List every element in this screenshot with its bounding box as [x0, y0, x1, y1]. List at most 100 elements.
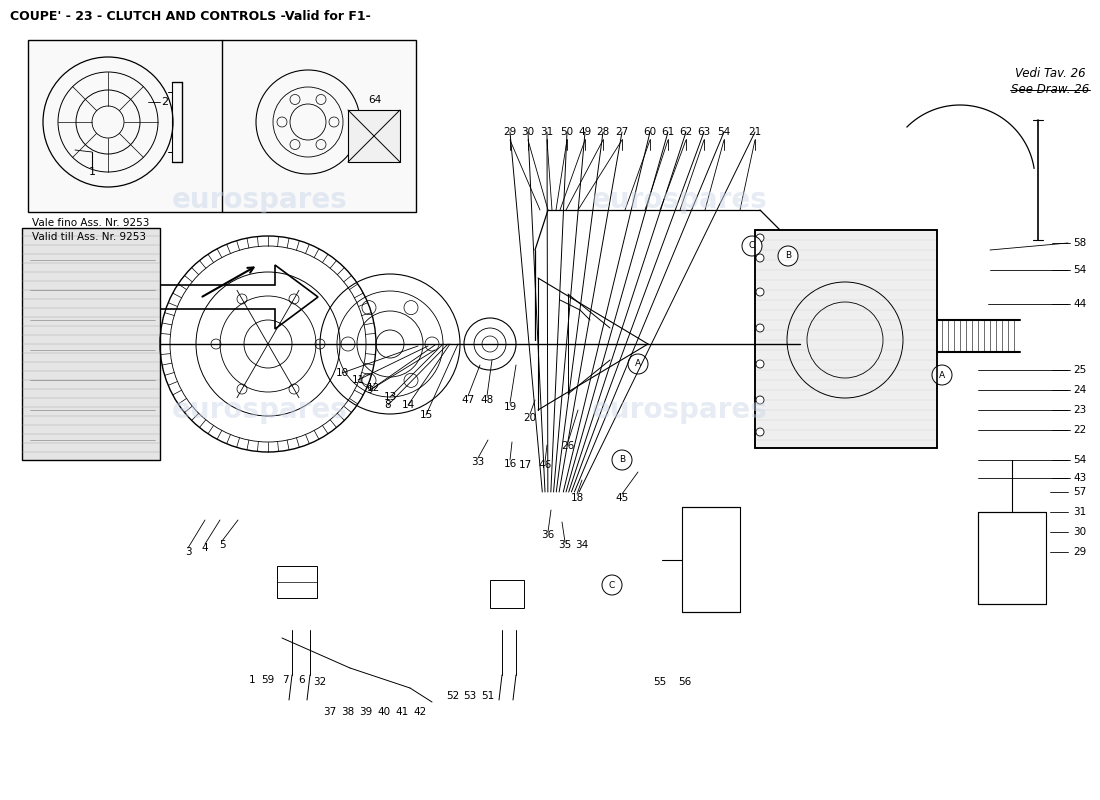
Text: 38: 38 — [341, 707, 354, 717]
Text: 55: 55 — [653, 677, 667, 687]
Text: 1: 1 — [88, 167, 96, 177]
Text: 54: 54 — [1074, 265, 1087, 275]
Text: 4: 4 — [201, 543, 208, 553]
Circle shape — [756, 428, 764, 436]
Circle shape — [742, 236, 762, 256]
Text: 29: 29 — [504, 127, 517, 137]
Text: 33: 33 — [472, 457, 485, 467]
Text: 13: 13 — [384, 392, 397, 402]
Circle shape — [756, 288, 764, 296]
Text: 9: 9 — [366, 385, 373, 395]
Text: 34: 34 — [575, 540, 589, 550]
Text: 48: 48 — [481, 395, 494, 405]
Text: 31: 31 — [1074, 507, 1087, 517]
Text: 53: 53 — [463, 691, 476, 701]
Bar — [755, 230, 937, 448]
Text: 62: 62 — [680, 127, 693, 137]
Text: 54: 54 — [1074, 455, 1087, 465]
Text: Valid till Ass. Nr. 9253: Valid till Ass. Nr. 9253 — [32, 232, 146, 242]
Text: 15: 15 — [419, 410, 432, 420]
Text: 46: 46 — [538, 460, 551, 470]
Text: 25: 25 — [1074, 365, 1087, 375]
Text: eurospares: eurospares — [172, 396, 348, 424]
Text: 11: 11 — [351, 375, 364, 385]
Text: 58: 58 — [1074, 238, 1087, 248]
Text: Vedi Tav. 26: Vedi Tav. 26 — [1014, 67, 1086, 80]
Text: 5: 5 — [219, 540, 225, 550]
Text: 42: 42 — [414, 707, 427, 717]
Circle shape — [778, 246, 798, 266]
Bar — [682, 507, 740, 612]
Circle shape — [756, 254, 764, 262]
Circle shape — [612, 450, 632, 470]
Text: 44: 44 — [1074, 299, 1087, 309]
Text: eurospares: eurospares — [592, 186, 768, 214]
Text: 24: 24 — [1074, 385, 1087, 395]
Text: eurospares: eurospares — [172, 186, 348, 214]
Text: B: B — [785, 251, 791, 261]
Text: 52: 52 — [447, 691, 460, 701]
Text: B: B — [619, 455, 625, 465]
Bar — [348, 110, 400, 162]
Text: 3: 3 — [185, 547, 191, 557]
Text: 12: 12 — [366, 383, 379, 393]
Bar — [978, 512, 1046, 604]
Text: COUPE' - 23 - CLUTCH AND CONTROLS -Valid for F1-: COUPE' - 23 - CLUTCH AND CONTROLS -Valid… — [10, 10, 371, 23]
Text: 39: 39 — [360, 707, 373, 717]
Text: 10: 10 — [336, 368, 349, 378]
Text: 27: 27 — [615, 127, 628, 137]
Text: 1: 1 — [249, 675, 255, 685]
Text: 32: 32 — [314, 677, 327, 687]
Text: A: A — [635, 359, 641, 369]
Text: 26: 26 — [561, 441, 574, 451]
Text: 36: 36 — [541, 530, 554, 540]
Circle shape — [602, 575, 621, 595]
Circle shape — [932, 365, 952, 385]
Text: 2: 2 — [162, 97, 168, 107]
Text: 35: 35 — [559, 540, 572, 550]
Text: 41: 41 — [395, 707, 408, 717]
Text: 29: 29 — [1074, 547, 1087, 557]
Text: 61: 61 — [661, 127, 674, 137]
Text: 30: 30 — [521, 127, 535, 137]
Bar — [490, 580, 524, 608]
Circle shape — [756, 234, 764, 242]
Text: 47: 47 — [461, 395, 474, 405]
Text: 37: 37 — [323, 707, 337, 717]
Bar — [28, 40, 416, 212]
Circle shape — [756, 396, 764, 404]
Circle shape — [756, 324, 764, 332]
Bar — [277, 566, 317, 598]
Circle shape — [628, 354, 648, 374]
Text: 45: 45 — [615, 493, 628, 503]
Text: 57: 57 — [1074, 487, 1087, 497]
Text: 54: 54 — [717, 127, 730, 137]
Text: 60: 60 — [644, 127, 657, 137]
Text: Vale fino Ass. Nr. 9253: Vale fino Ass. Nr. 9253 — [32, 218, 150, 228]
Text: 64: 64 — [368, 95, 382, 105]
Text: eurospares: eurospares — [592, 396, 768, 424]
Circle shape — [756, 360, 764, 368]
Text: C: C — [609, 581, 615, 590]
Text: 51: 51 — [482, 691, 495, 701]
Text: 19: 19 — [504, 402, 517, 412]
Text: 30: 30 — [1074, 527, 1087, 537]
Text: See Draw. 26: See Draw. 26 — [1011, 83, 1089, 96]
Text: 8: 8 — [385, 400, 392, 410]
Text: 56: 56 — [679, 677, 692, 687]
Text: 17: 17 — [518, 460, 531, 470]
Text: 28: 28 — [596, 127, 609, 137]
Text: 14: 14 — [402, 400, 415, 410]
Bar — [22, 228, 159, 460]
Text: 20: 20 — [524, 413, 537, 423]
Text: 31: 31 — [540, 127, 553, 137]
Text: C: C — [749, 242, 755, 250]
Text: 50: 50 — [560, 127, 573, 137]
Text: 59: 59 — [262, 675, 275, 685]
Text: 40: 40 — [377, 707, 390, 717]
Polygon shape — [148, 265, 318, 329]
Text: 16: 16 — [504, 459, 517, 469]
Text: 7: 7 — [282, 675, 288, 685]
Text: 22: 22 — [1074, 425, 1087, 435]
Text: 49: 49 — [579, 127, 592, 137]
